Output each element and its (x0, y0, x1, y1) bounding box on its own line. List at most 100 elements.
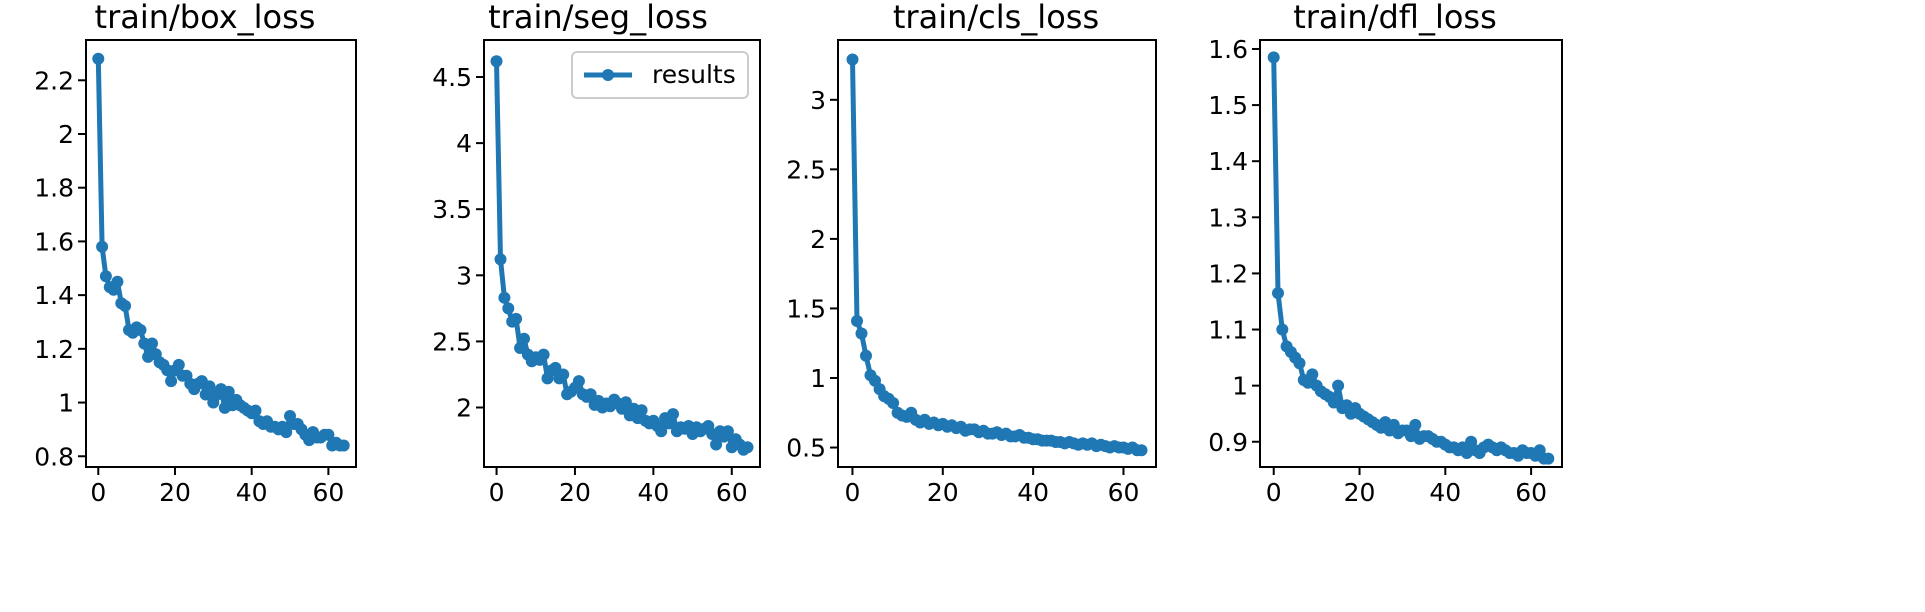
data-point (1542, 452, 1555, 465)
x-tick-label: 20 (159, 478, 191, 507)
data-point (510, 312, 523, 325)
data-point (1135, 444, 1148, 457)
legend: results (571, 51, 749, 99)
y-tick-label: 1.5 (786, 294, 826, 323)
data-point (518, 332, 530, 345)
x-tick-label: 40 (1429, 478, 1461, 507)
data-point (490, 55, 503, 68)
x-tick-label: 0 (845, 478, 861, 507)
series-line (1271, 54, 1551, 462)
x-tick-label: 40 (637, 478, 669, 507)
y-tick-label: 2.2 (34, 66, 74, 95)
y-tick-label: 3.5 (432, 195, 472, 224)
series-line (494, 58, 750, 453)
data-point (494, 253, 507, 266)
data-point (280, 426, 293, 439)
data-point (249, 404, 262, 417)
data-point (741, 441, 754, 454)
data-point (855, 327, 868, 340)
plot-frame (1259, 39, 1563, 468)
data-point (619, 396, 632, 409)
data-point (203, 380, 216, 393)
y-tick-label: 1.6 (1208, 35, 1248, 64)
plot-dfl-loss: train/dfl_loss 0 20 40 60 0.9 1 1.1 1.2 1.3 1.4 1.… (1208, 0, 1563, 507)
data-point (1306, 368, 1319, 381)
data-point (1276, 323, 1289, 336)
data-point (846, 53, 859, 66)
y-tick-label: 1 (1232, 372, 1248, 401)
data-point (165, 375, 178, 388)
plot-frame (85, 39, 357, 468)
plot-cls-loss: train/cls_loss 0 20 40 60 0.5 1 1.5 2 2.5 3 (786, 0, 1157, 507)
data-point (96, 240, 109, 253)
y-tick-label: 2 (456, 394, 472, 423)
data-point (502, 302, 515, 315)
y-tick-label: 4.5 (432, 63, 472, 92)
data-point (584, 388, 597, 401)
y-tick-label: 2.5 (432, 327, 472, 356)
y-tick-label: 1.2 (1208, 259, 1248, 288)
data-point (1293, 357, 1306, 370)
data-point (514, 342, 527, 354)
data-point (119, 299, 132, 312)
x-tick-label: 40 (236, 478, 268, 507)
x-tick-label: 60 (312, 478, 344, 507)
data-point (557, 368, 570, 381)
y-tick-label: 2.5 (786, 155, 826, 184)
x-tick-label: 60 (716, 478, 748, 507)
y-tick-label: 0.5 (786, 434, 826, 463)
x-tick-label: 60 (1108, 478, 1140, 507)
y-tick-label: 1.5 (1208, 91, 1248, 120)
data-point (134, 324, 147, 336)
data-point (322, 428, 335, 441)
data-point (111, 275, 124, 288)
x-tick-label: 60 (1515, 478, 1547, 507)
x-tick-label: 40 (1017, 478, 1049, 507)
data-point (663, 417, 675, 430)
data-point (572, 375, 585, 388)
data-point (146, 337, 158, 350)
data-point (222, 385, 235, 398)
x-tick-label: 0 (489, 478, 505, 507)
y-tick-label: 1.2 (34, 335, 74, 364)
data-point (710, 438, 723, 451)
data-point (1409, 418, 1422, 431)
x-tick-label: 20 (1344, 478, 1376, 507)
data-point (172, 358, 185, 371)
x-tick-label: 0 (1266, 478, 1282, 507)
y-tick-label: 1 (58, 389, 74, 418)
x-tick-label: 20 (927, 478, 959, 507)
plot-seg-loss: train/seg_loss 0 20 40 60 2 2.5 3 3.5 4 4.5 result… (432, 0, 761, 507)
data-point (537, 348, 550, 361)
data-point (1267, 51, 1280, 64)
plot-box-loss: train/box_loss 0 20 40 60 0.8 1 1.2 1.4 1.6 1.8 2 2… (34, 0, 357, 507)
data-point (721, 425, 734, 438)
data-point (99, 270, 112, 283)
data-point (667, 408, 679, 421)
data-point (498, 291, 511, 304)
y-tick-label: 1.3 (1208, 203, 1248, 232)
y-tick-label: 2 (58, 120, 74, 149)
data-point (92, 52, 105, 65)
y-tick-label: 0.8 (34, 442, 74, 471)
plot-title: train/dfl_loss (1293, 0, 1497, 36)
data-point (635, 404, 648, 417)
y-tick-label: 1.6 (34, 227, 74, 256)
y-tick-label: 3 (456, 261, 472, 290)
legend-label: results (652, 60, 736, 89)
data-point (887, 397, 900, 409)
legend-frame (571, 51, 749, 99)
x-tick-label: 0 (90, 478, 106, 507)
y-tick-label: 4 (456, 129, 472, 158)
plot-frame (483, 39, 761, 468)
data-point (1272, 287, 1284, 300)
y-tick-label: 2 (810, 225, 826, 254)
y-tick-label: 1.4 (1208, 147, 1248, 176)
data-point (1327, 396, 1340, 409)
data-point (337, 439, 350, 452)
plot-title: train/cls_loss (893, 0, 1099, 36)
y-tick-label: 1.1 (1208, 316, 1248, 345)
y-tick-label: 3 (810, 86, 826, 115)
y-tick-label: 1 (810, 364, 826, 393)
